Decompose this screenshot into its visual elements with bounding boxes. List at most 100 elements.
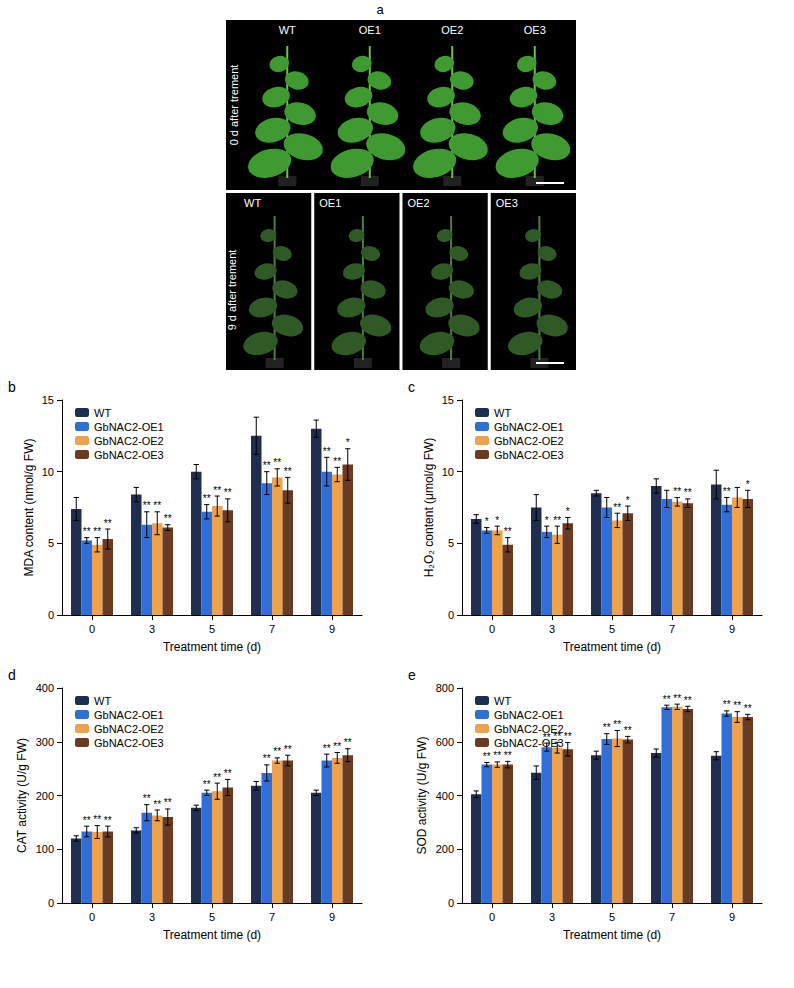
svg-text:**: **: [553, 731, 561, 742]
svg-text:**: **: [504, 526, 512, 537]
svg-text:5: 5: [209, 911, 215, 923]
svg-text:*: *: [346, 437, 350, 448]
svg-text:**: **: [164, 797, 172, 808]
svg-text:*: *: [485, 516, 489, 527]
svg-text:OE3: OE3: [524, 24, 546, 36]
svg-text:**: **: [203, 779, 211, 790]
svg-text:0: 0: [89, 911, 95, 923]
svg-text:*: *: [566, 506, 570, 517]
svg-text:**: **: [733, 700, 741, 711]
svg-text:**: **: [224, 487, 232, 498]
svg-text:**: **: [104, 815, 112, 826]
svg-text:300: 300: [36, 736, 54, 748]
svg-text:**: **: [153, 799, 161, 810]
svg-text:**: **: [284, 466, 292, 477]
svg-text:3: 3: [549, 911, 555, 923]
svg-text:d: d: [8, 667, 16, 683]
svg-text:c: c: [408, 379, 415, 395]
svg-text:9: 9: [729, 623, 735, 635]
svg-text:0: 0: [448, 609, 454, 621]
svg-text:0: 0: [48, 609, 54, 621]
svg-text:**: **: [143, 500, 151, 511]
svg-text:**: **: [624, 725, 632, 736]
svg-text:**: **: [273, 746, 281, 757]
svg-text:7: 7: [669, 911, 675, 923]
svg-text:OE2: OE2: [408, 197, 430, 209]
svg-text:H₂O₂ content (μmol/g FW): H₂O₂ content (μmol/g FW): [422, 438, 436, 578]
svg-text:5: 5: [448, 537, 454, 549]
svg-text:**: **: [333, 741, 341, 752]
svg-text:*: *: [626, 495, 630, 506]
svg-text:Treatment time (d): Treatment time (d): [163, 640, 261, 654]
svg-text:**: **: [344, 737, 352, 748]
svg-text:0: 0: [489, 911, 495, 923]
svg-text:Treatment time (d): Treatment time (d): [563, 928, 661, 942]
svg-text:15: 15: [442, 394, 454, 406]
svg-text:5: 5: [48, 537, 54, 549]
svg-text:**: **: [543, 732, 551, 743]
svg-text:GbNAC2-OE3: GbNAC2-OE3: [94, 449, 164, 461]
svg-text:**: **: [153, 500, 161, 511]
svg-text:400: 400: [436, 790, 454, 802]
svg-text:WT: WT: [279, 24, 296, 36]
svg-text:3: 3: [549, 623, 555, 635]
svg-text:CAT activity (U/g FW): CAT activity (U/g FW): [15, 738, 29, 853]
svg-text:GbNAC2-OE1: GbNAC2-OE1: [494, 421, 564, 433]
svg-text:GbNAC2-OE1: GbNAC2-OE1: [494, 709, 564, 721]
svg-text:3: 3: [149, 911, 155, 923]
svg-text:WT: WT: [94, 407, 111, 419]
svg-text:**: **: [613, 502, 621, 513]
svg-text:GbNAC2-OE2: GbNAC2-OE2: [494, 435, 564, 447]
svg-text:9: 9: [729, 911, 735, 923]
svg-text:**: **: [323, 743, 331, 754]
svg-text:**: **: [263, 460, 271, 471]
svg-text:**: **: [203, 493, 211, 504]
svg-text:OE3: OE3: [496, 197, 518, 209]
svg-text:WT: WT: [244, 197, 261, 209]
svg-text:**: **: [83, 815, 91, 826]
svg-text:**: **: [673, 693, 681, 704]
svg-text:**: **: [213, 772, 221, 783]
svg-text:15: 15: [42, 394, 54, 406]
svg-text:OE2: OE2: [441, 24, 463, 36]
svg-text:200: 200: [36, 790, 54, 802]
svg-text:10: 10: [42, 466, 54, 478]
svg-text:5: 5: [609, 623, 615, 635]
svg-text:0: 0: [89, 623, 95, 635]
svg-text:**: **: [504, 750, 512, 761]
svg-text:OE1: OE1: [359, 24, 381, 36]
svg-text:800: 800: [436, 682, 454, 694]
svg-text:**: **: [493, 750, 501, 761]
svg-text:**: **: [83, 526, 91, 537]
svg-text:**: **: [744, 703, 752, 714]
svg-text:**: **: [213, 485, 221, 496]
svg-text:100: 100: [36, 843, 54, 855]
svg-text:5: 5: [209, 623, 215, 635]
svg-text:10: 10: [442, 466, 454, 478]
svg-text:**: **: [93, 526, 101, 537]
svg-text:**: **: [603, 722, 611, 733]
svg-text:0 d after trement: 0 d after trement: [228, 65, 240, 146]
svg-text:a: a: [376, 2, 384, 17]
svg-text:**: **: [723, 486, 731, 497]
svg-text:Treatment time (d): Treatment time (d): [563, 640, 661, 654]
svg-text:GbNAC2-OE1: GbNAC2-OE1: [94, 709, 164, 721]
svg-text:GbNAC2-OE2: GbNAC2-OE2: [94, 723, 164, 735]
svg-text:**: **: [333, 456, 341, 467]
svg-text:**: **: [673, 486, 681, 497]
svg-text:b: b: [8, 379, 16, 395]
svg-text:**: **: [164, 513, 172, 524]
svg-text:WT: WT: [494, 407, 511, 419]
svg-text:7: 7: [269, 911, 275, 923]
svg-text:**: **: [263, 753, 271, 764]
svg-text:**: **: [723, 699, 731, 710]
svg-text:**: **: [553, 515, 561, 526]
svg-text:0: 0: [48, 897, 54, 909]
svg-text:*: *: [746, 479, 750, 490]
svg-text:**: **: [93, 814, 101, 825]
svg-text:Treatment time (d): Treatment time (d): [163, 928, 261, 942]
svg-text:*: *: [495, 515, 499, 526]
svg-text:400: 400: [36, 682, 54, 694]
svg-text:e: e: [408, 667, 416, 683]
svg-text:7: 7: [269, 623, 275, 635]
